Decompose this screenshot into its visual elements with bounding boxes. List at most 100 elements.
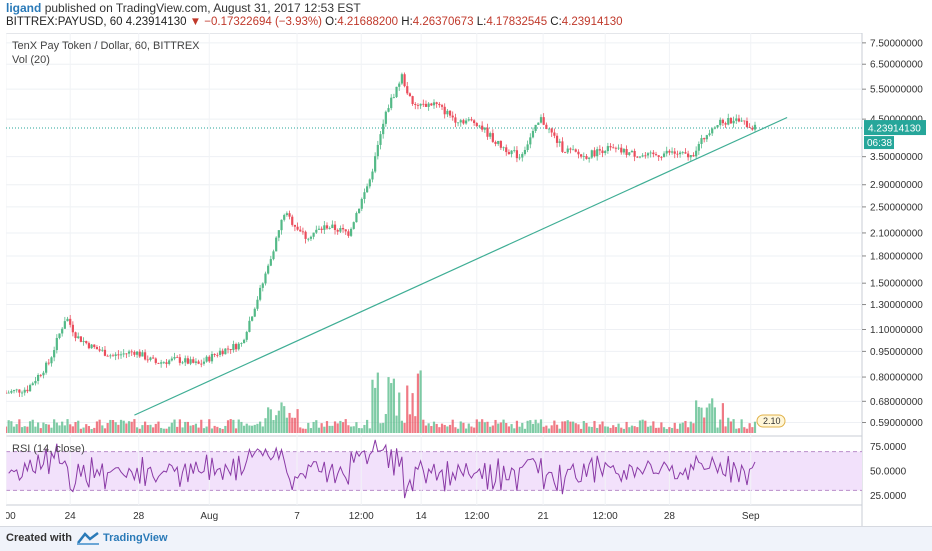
time-tick-label: Aug — [200, 511, 218, 522]
candle-body — [620, 147, 623, 153]
volume-bar — [558, 428, 561, 433]
volume-bar — [66, 419, 69, 433]
volume-bar — [590, 426, 593, 433]
candle-body — [652, 152, 655, 155]
high-label: H: — [401, 16, 413, 28]
candle-body — [684, 152, 687, 154]
candle-body — [555, 135, 559, 143]
volume-bar — [384, 414, 387, 433]
candle-body — [711, 128, 714, 134]
volume-bar — [299, 427, 302, 433]
price-tick-label: 1.80000000 — [870, 251, 923, 262]
candle-body — [379, 134, 382, 145]
candle-body — [325, 225, 329, 229]
time-tick-label: 7 — [294, 511, 300, 522]
candle-body — [218, 350, 222, 355]
volume-bar — [20, 427, 24, 433]
symbol-label: BITTREX:PAYUSD, 60 — [6, 16, 123, 28]
volume-bar — [539, 419, 543, 433]
volume-bar — [427, 423, 430, 433]
author-name[interactable]: ligand — [6, 1, 42, 15]
volume-bar — [724, 426, 727, 433]
volume-bar — [654, 427, 658, 433]
volume-bar — [272, 419, 275, 433]
candle-body — [170, 358, 173, 361]
time-tick-label: 24 — [65, 511, 77, 522]
volume-bar — [315, 420, 318, 433]
candle-body — [93, 344, 96, 348]
volume-bar — [580, 428, 583, 433]
candle-body — [98, 349, 101, 351]
candle-body — [253, 308, 256, 317]
candle-body — [341, 228, 345, 230]
low-label: L: — [476, 16, 487, 28]
volume-bar — [574, 423, 577, 433]
volume-bar — [411, 393, 414, 433]
candle-body — [224, 348, 227, 355]
candle-body — [523, 149, 527, 155]
candle-body — [708, 133, 711, 136]
volume-bar — [689, 421, 692, 433]
volume-bar — [419, 370, 422, 433]
candle-body — [662, 153, 666, 157]
volume-bar — [526, 420, 529, 433]
candle-body — [272, 251, 275, 260]
volume-bar — [475, 419, 478, 433]
candle-body — [654, 154, 658, 156]
volume-bar — [157, 421, 160, 433]
candle-body — [328, 228, 331, 229]
candle-body — [665, 150, 668, 154]
time-tick-label: 21 — [538, 511, 550, 522]
volume-bar — [376, 372, 379, 433]
candle-body — [427, 103, 430, 107]
candle-body — [681, 152, 684, 154]
rsi-tick-label: 25.0000 — [870, 491, 907, 502]
volume-bar — [644, 420, 647, 433]
candle-body — [716, 125, 719, 128]
volume-bar — [585, 423, 588, 433]
candle-body — [23, 389, 26, 393]
rsi-line — [8, 439, 756, 499]
volume-label: Vol (20) — [12, 54, 50, 66]
chart-area[interactable]: 7.500000006.500000005.500000004.50000000… — [6, 33, 926, 526]
candle-body — [558, 141, 561, 143]
volume-bar — [510, 424, 513, 433]
volume-bar — [518, 426, 521, 433]
candle-body — [213, 353, 216, 355]
candle-body — [483, 127, 486, 130]
volume-bar — [432, 421, 436, 433]
candle-body — [577, 151, 580, 155]
candle-body — [61, 328, 64, 334]
candle-body — [47, 362, 50, 364]
volume-bar — [628, 427, 631, 433]
volume-bar — [531, 423, 535, 433]
candle-body — [242, 339, 246, 344]
volume-bar — [138, 428, 141, 433]
candle-body — [697, 143, 700, 151]
volume-bar — [352, 426, 355, 433]
volume-bar — [676, 428, 679, 433]
footer-bar: Created with TradingView — [0, 526, 932, 551]
volume-bar — [542, 426, 545, 433]
price-tick-label: 0.95000000 — [870, 347, 923, 358]
tradingview-brand[interactable]: TradingView — [103, 532, 168, 544]
candle-body — [376, 144, 379, 157]
candle-body — [349, 228, 353, 236]
candle-body — [695, 150, 698, 157]
trendline-group[interactable] — [134, 116, 788, 416]
volume-bar — [117, 424, 120, 433]
change-value: −0.17322694 (−3.93%) — [204, 16, 322, 28]
candle-body — [165, 362, 168, 364]
candle-body — [69, 318, 72, 325]
time-ticks-group: 2:00 24 28 Aug 7 12:00 14 12:00 21 12:00 28 Sep — [6, 511, 760, 522]
volume-bar — [395, 415, 398, 433]
candle-body — [280, 219, 283, 231]
price-chart-svg[interactable]: 7.500000006.500000005.500000004.50000000… — [6, 33, 926, 526]
volume-bar — [582, 420, 585, 433]
candle-body — [384, 111, 387, 124]
price-tick-label: 1.50000000 — [870, 279, 923, 290]
volume-group — [6, 370, 757, 433]
candle-body — [470, 119, 473, 121]
volume-bar — [323, 426, 326, 433]
candle-body — [585, 156, 588, 159]
